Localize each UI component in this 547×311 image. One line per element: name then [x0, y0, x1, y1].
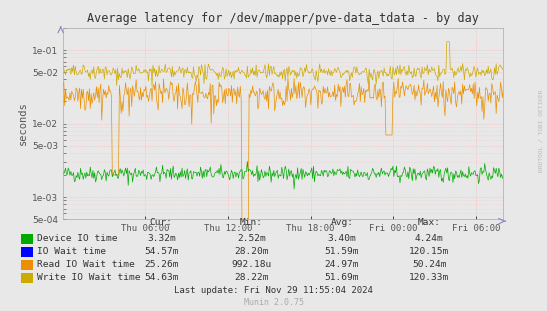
Text: RRDTOOL / TOBI OETIKER: RRDTOOL / TOBI OETIKER	[538, 89, 543, 172]
Text: Cur:: Cur:	[150, 218, 173, 227]
Text: Min:: Min:	[240, 218, 263, 227]
Text: 4.24m: 4.24m	[415, 234, 444, 243]
Text: 2.52m: 2.52m	[237, 234, 266, 243]
Text: Last update: Fri Nov 29 11:55:04 2024: Last update: Fri Nov 29 11:55:04 2024	[174, 286, 373, 295]
Text: 28.22m: 28.22m	[234, 273, 269, 282]
Text: Avg:: Avg:	[330, 218, 353, 227]
Text: 24.97m: 24.97m	[324, 260, 359, 269]
Text: Read IO Wait time: Read IO Wait time	[37, 260, 135, 269]
Text: 28.20m: 28.20m	[234, 247, 269, 256]
Y-axis label: seconds: seconds	[18, 102, 28, 146]
Text: 51.59m: 51.59m	[324, 247, 359, 256]
Text: Munin 2.0.75: Munin 2.0.75	[243, 298, 304, 307]
Text: 120.33m: 120.33m	[409, 273, 450, 282]
Text: 51.69m: 51.69m	[324, 273, 359, 282]
Text: Max:: Max:	[418, 218, 441, 227]
Text: Write IO Wait time: Write IO Wait time	[37, 273, 141, 282]
Text: 54.63m: 54.63m	[144, 273, 179, 282]
Text: 3.32m: 3.32m	[147, 234, 176, 243]
Title: Average latency for /dev/mapper/pve-data_tdata - by day: Average latency for /dev/mapper/pve-data…	[87, 12, 479, 26]
Text: 54.57m: 54.57m	[144, 247, 179, 256]
Text: 120.15m: 120.15m	[409, 247, 450, 256]
Text: 3.40m: 3.40m	[328, 234, 356, 243]
Text: IO Wait time: IO Wait time	[37, 247, 106, 256]
Text: Device IO time: Device IO time	[37, 234, 118, 243]
Text: 992.18u: 992.18u	[231, 260, 272, 269]
Text: 50.24m: 50.24m	[412, 260, 447, 269]
Text: 25.26m: 25.26m	[144, 260, 179, 269]
